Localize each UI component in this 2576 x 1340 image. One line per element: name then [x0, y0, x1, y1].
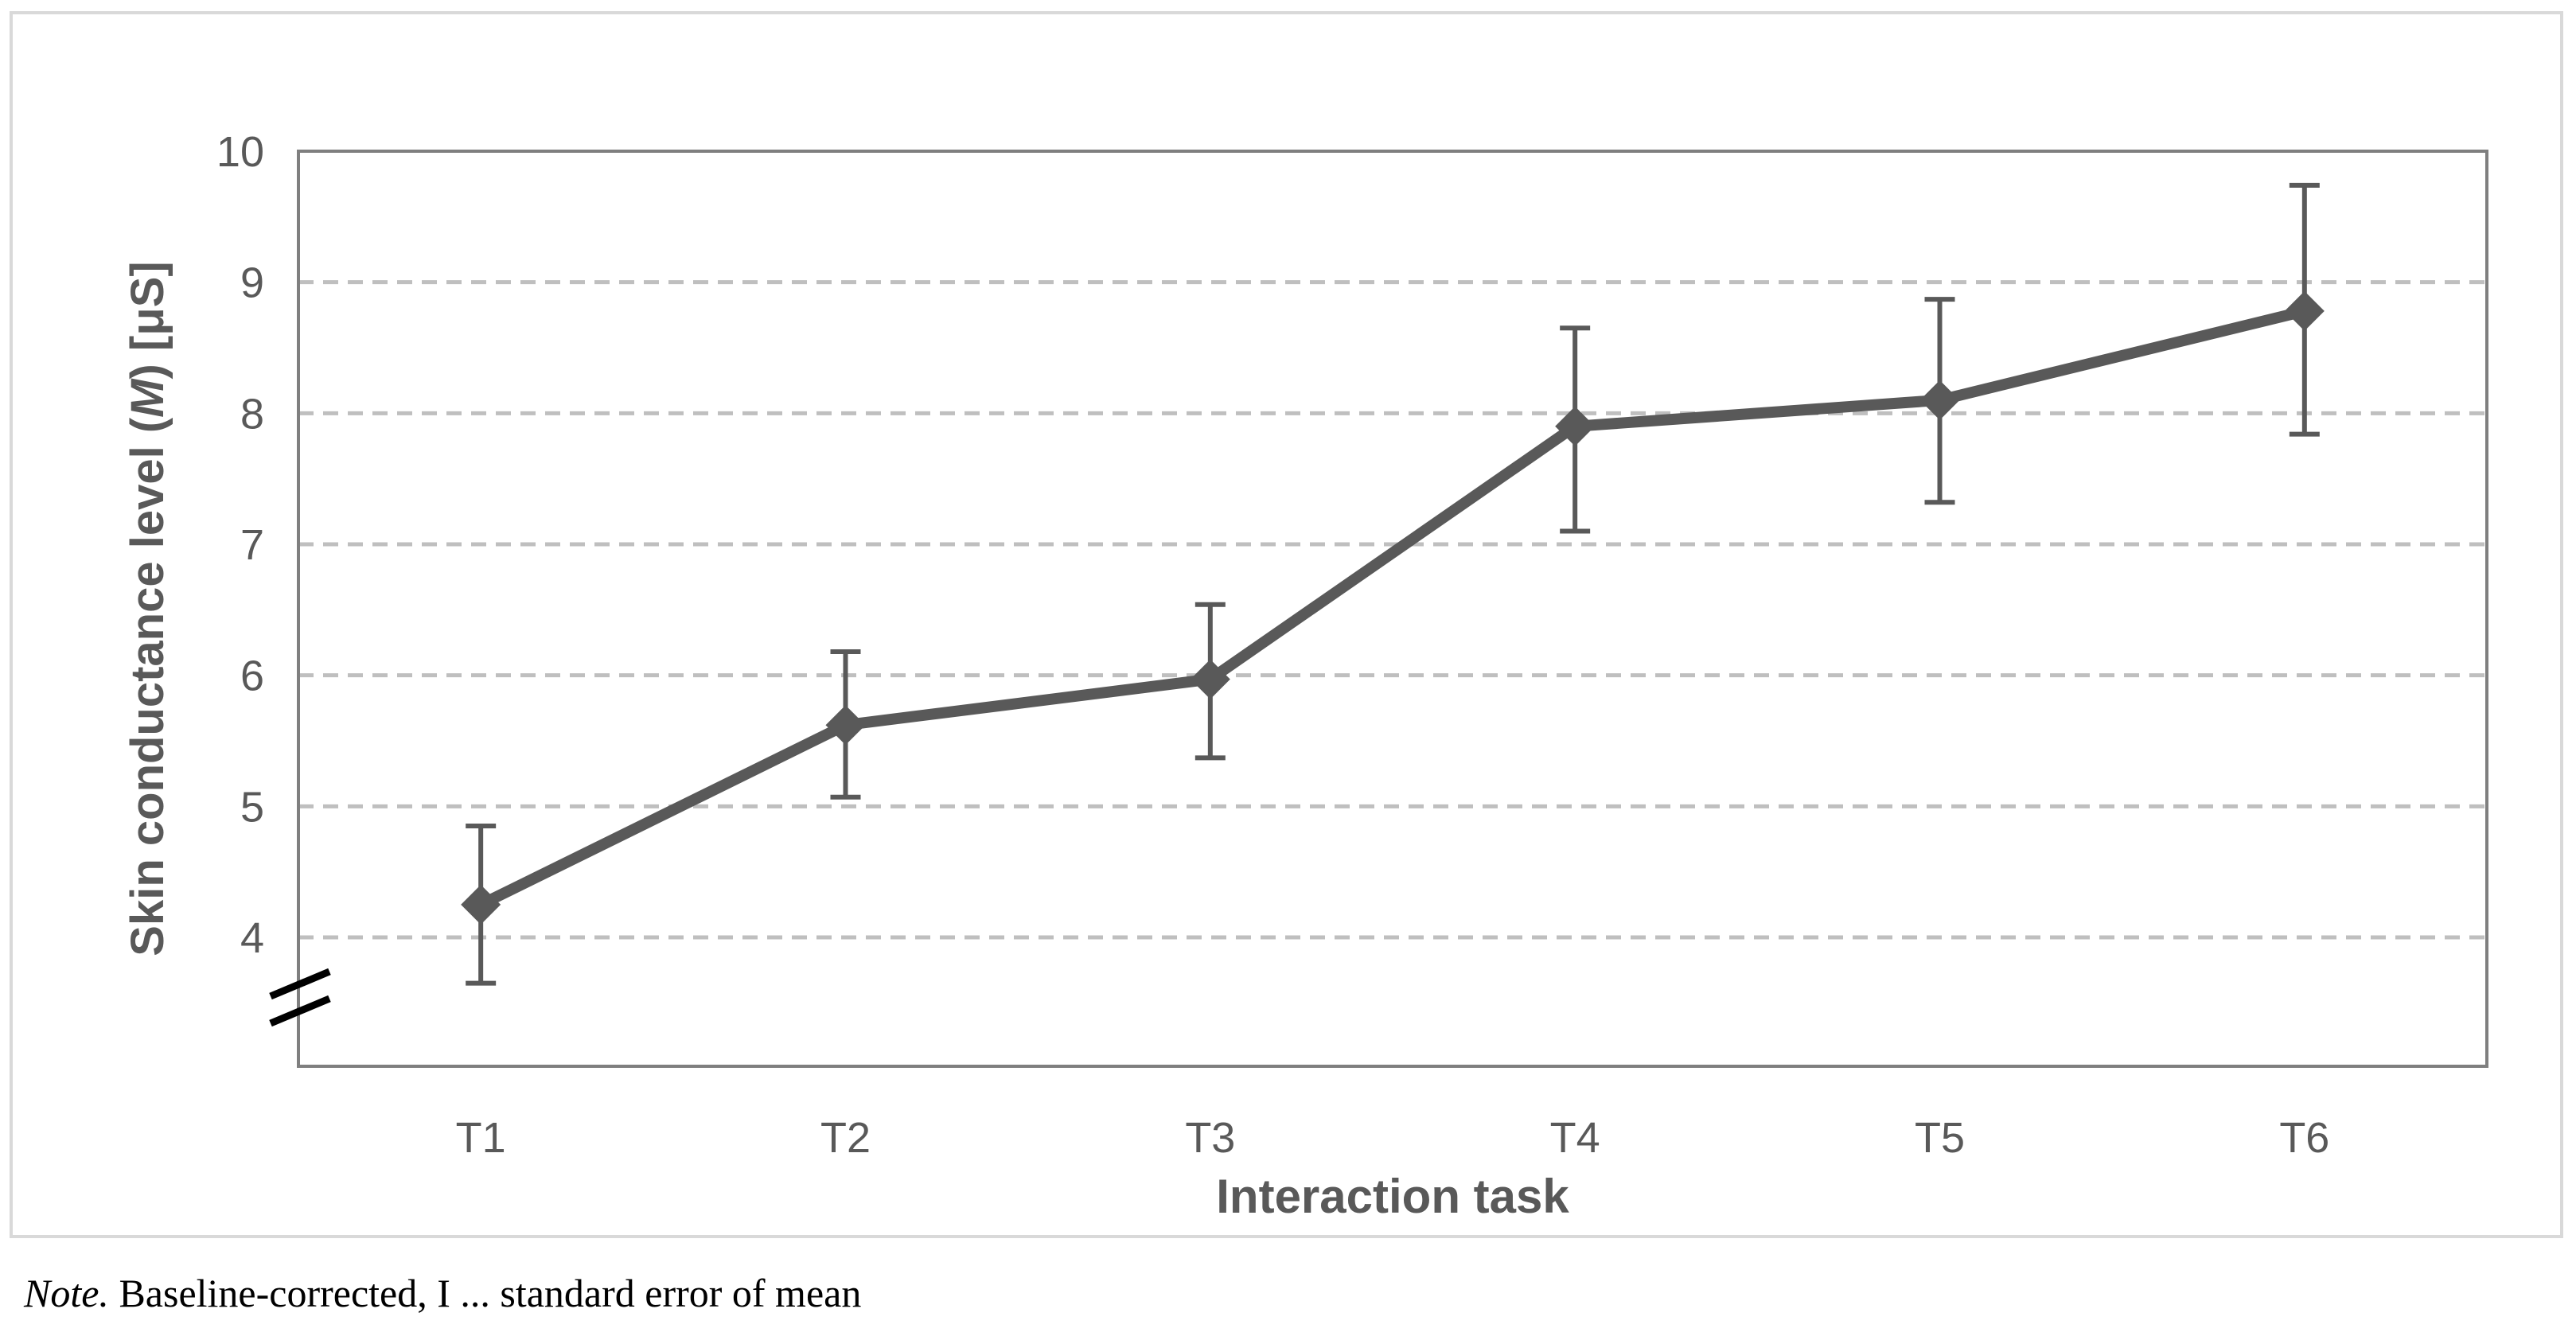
x-category-label: T1 [456, 1114, 506, 1162]
note-lead: Note. [24, 1271, 109, 1315]
data-point-marker [461, 884, 501, 925]
x-category-label: T6 [2279, 1114, 2329, 1162]
x-category-label: T2 [820, 1114, 871, 1162]
axis-break-mark [269, 995, 331, 1027]
y-tick-label: 7 [240, 521, 264, 569]
y-tick-label: 4 [240, 914, 264, 962]
data-point-marker [1190, 659, 1230, 699]
data-point-marker [825, 705, 866, 746]
figure-note: Note. Baseline-corrected, I ... standard… [24, 1270, 861, 1316]
note-text: Baseline-corrected, I ... standard error… [108, 1271, 862, 1315]
y-tick-label: 8 [240, 390, 264, 438]
x-category-label: T5 [1915, 1114, 1965, 1162]
axis-break-mark [269, 968, 331, 1000]
x-category-label: T3 [1185, 1114, 1235, 1162]
x-category-label: T4 [1550, 1114, 1600, 1162]
data-point-marker [2284, 290, 2325, 331]
x-axis-title: Interaction task [1216, 1170, 1569, 1223]
data-point-marker [1555, 406, 1596, 446]
data-point-marker [1919, 380, 1960, 420]
y-tick-label: 5 [240, 783, 264, 831]
y-tick-label: 6 [240, 652, 264, 700]
plot-area-border [297, 150, 2488, 1068]
series-line [478, 306, 2306, 910]
y-axis-title: Skin conductance level (M) [μS] [122, 261, 173, 956]
y-tick-label: 10 [216, 128, 264, 176]
y-tick-label: 9 [240, 259, 264, 307]
